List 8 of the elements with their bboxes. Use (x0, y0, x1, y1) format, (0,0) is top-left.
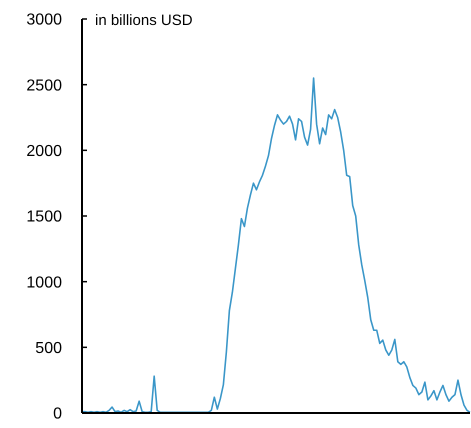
y-tick-label: 500 (35, 340, 62, 357)
annotation: in billions USD (95, 12, 193, 29)
y-tick-label: 1000 (26, 274, 62, 292)
y-tick-label: 2000 (26, 142, 62, 160)
y-tick-label: 3000 (26, 12, 62, 29)
y-tick-label: 0 (53, 406, 62, 423)
y-tick-label: 2500 (26, 77, 62, 94)
y-tick-label: 1500 (26, 208, 62, 226)
